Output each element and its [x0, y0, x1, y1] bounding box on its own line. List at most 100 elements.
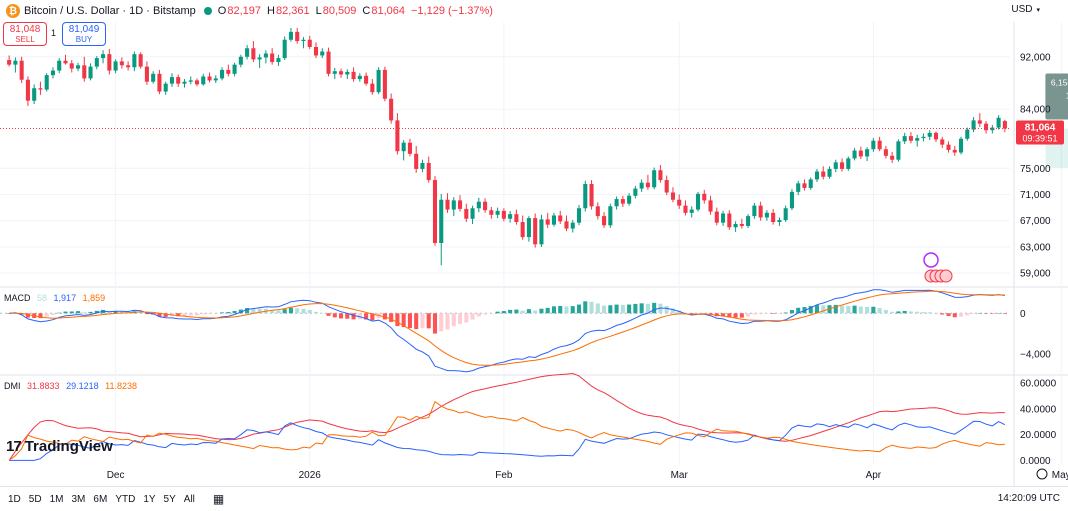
candle[interactable] — [370, 79, 375, 95]
candle[interactable] — [313, 42, 319, 59]
timeframe-1y[interactable]: 1Y — [143, 493, 156, 505]
candle[interactable] — [796, 180, 801, 196]
candle[interactable] — [483, 198, 488, 213]
candle[interactable] — [44, 73, 49, 92]
dmi-legend[interactable]: DMI 31.8833 29.1218 11.8238 — [4, 381, 137, 391]
candle[interactable] — [470, 205, 475, 224]
candle[interactable] — [558, 210, 563, 224]
candle[interactable] — [57, 58, 62, 74]
candle[interactable] — [345, 69, 350, 80]
candle[interactable] — [119, 57, 124, 69]
candle[interactable] — [871, 138, 876, 152]
timeframe-3m[interactable]: 3M — [71, 493, 86, 505]
candle[interactable] — [965, 127, 970, 141]
candle[interactable] — [232, 62, 237, 77]
candle[interactable] — [138, 52, 143, 69]
candle[interactable] — [602, 212, 607, 228]
candle[interactable] — [990, 124, 995, 134]
timeframe-1m[interactable]: 1M — [49, 493, 64, 505]
candle[interactable] — [75, 62, 81, 72]
candle[interactable] — [564, 215, 569, 232]
candle[interactable] — [188, 76, 193, 85]
timeframe-ytd[interactable]: YTD — [115, 493, 136, 505]
candle[interactable] — [764, 210, 769, 221]
candle[interactable] — [840, 158, 845, 172]
candle[interactable] — [670, 187, 675, 203]
date-range-icon[interactable]: ▦ — [212, 492, 225, 506]
candle[interactable] — [808, 177, 813, 190]
candle[interactable] — [364, 72, 369, 86]
candle[interactable] — [915, 134, 920, 147]
candle[interactable] — [614, 196, 619, 210]
candle[interactable] — [464, 203, 469, 223]
candle[interactable] — [157, 69, 162, 95]
candle[interactable] — [752, 203, 757, 219]
candle[interactable] — [533, 213, 538, 248]
candle[interactable] — [695, 191, 701, 212]
candle[interactable] — [38, 81, 43, 95]
candle[interactable] — [307, 35, 312, 49]
candle[interactable] — [852, 147, 857, 161]
candle[interactable] — [608, 203, 613, 228]
candle[interactable] — [7, 55, 12, 67]
candle[interactable] — [714, 207, 719, 226]
candle[interactable] — [514, 209, 519, 225]
candle[interactable] — [263, 50, 268, 64]
candle[interactable] — [339, 68, 344, 78]
candle[interactable] — [545, 212, 550, 228]
timeframe-5d[interactable]: 5D — [28, 493, 42, 505]
candle[interactable] — [238, 54, 243, 68]
candle[interactable] — [896, 139, 901, 162]
candle[interactable] — [351, 67, 356, 82]
candle[interactable] — [902, 132, 907, 144]
candle[interactable] — [69, 60, 74, 73]
candle[interactable] — [508, 210, 513, 223]
candle[interactable] — [107, 48, 112, 75]
candle[interactable] — [445, 193, 450, 213]
candle[interactable] — [958, 136, 964, 155]
gear-icon[interactable] — [1036, 468, 1048, 480]
candle[interactable] — [683, 200, 688, 216]
candle[interactable] — [19, 56, 24, 84]
candle[interactable] — [846, 156, 851, 171]
candle[interactable] — [971, 117, 976, 133]
candle[interactable] — [526, 216, 531, 242]
candle[interactable] — [176, 74, 181, 87]
timeframe-5y[interactable]: 5Y — [163, 493, 176, 505]
candle[interactable] — [802, 179, 807, 191]
candle[interactable] — [984, 121, 989, 134]
candle[interactable] — [921, 133, 926, 142]
candle[interactable] — [570, 220, 575, 233]
candle[interactable] — [677, 194, 682, 209]
candle[interactable] — [783, 205, 788, 223]
candle[interactable] — [194, 78, 200, 87]
candle[interactable] — [169, 73, 174, 87]
candle[interactable] — [1002, 119, 1007, 133]
candle[interactable] — [201, 73, 206, 86]
candle[interactable] — [389, 93, 394, 124]
candle[interactable] — [933, 131, 939, 143]
candle[interactable] — [382, 66, 387, 102]
candle[interactable] — [163, 81, 168, 95]
candle[interactable] — [476, 197, 481, 213]
candle[interactable] — [827, 166, 832, 179]
candle[interactable] — [207, 72, 212, 83]
chart-canvas[interactable]: 6,158 (8.22%) 6,15813 bars, 13dVol 10.3K… — [0, 0, 1068, 486]
candle[interactable] — [63, 54, 68, 65]
candle[interactable] — [689, 206, 694, 218]
candle[interactable] — [401, 140, 406, 161]
candle[interactable] — [520, 215, 525, 240]
candle[interactable] — [326, 47, 331, 77]
tradingview-logo[interactable]: 17 TradingView — [6, 438, 113, 455]
candle[interactable] — [890, 151, 895, 164]
candle[interactable] — [721, 210, 726, 226]
candle[interactable] — [865, 147, 870, 162]
candle[interactable] — [777, 217, 782, 226]
candle[interactable] — [82, 56, 87, 82]
candle[interactable] — [320, 48, 325, 59]
candle[interactable] — [144, 61, 149, 85]
candle[interactable] — [414, 145, 419, 173]
candle[interactable] — [151, 71, 156, 84]
candle[interactable] — [652, 167, 657, 190]
candle[interactable] — [407, 138, 412, 157]
